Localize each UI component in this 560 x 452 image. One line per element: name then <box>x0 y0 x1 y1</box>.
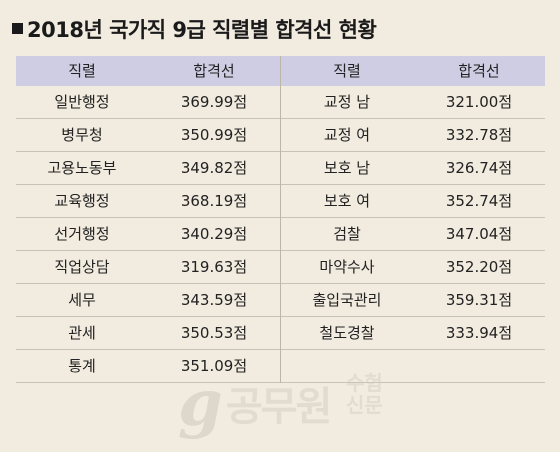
table-row: 세무 343.59점 <box>16 284 280 317</box>
position-cell: 보호 남 <box>323 159 371 177</box>
table-row: 관세 350.53점 <box>16 317 280 350</box>
table-row: 보호 남 326.74점 <box>281 152 545 185</box>
position-cell: 관세 <box>68 324 96 342</box>
table-row: 병무청 350.99점 <box>16 119 280 152</box>
cutoff-cell: 343.59점 <box>180 291 248 309</box>
header-cutoff: 합격선 <box>193 62 235 80</box>
position-cell: 마약수사 <box>319 258 375 276</box>
cutoff-cell: 349.82점 <box>180 159 248 177</box>
position-cell: 고용노동부 <box>47 159 117 177</box>
table-row: 고용노동부 349.82점 <box>16 152 280 185</box>
position-cell: 일반행정 <box>54 93 110 111</box>
watermark-main-text: 공무원 <box>226 384 332 430</box>
position-cell: 세무 <box>68 291 96 309</box>
position-cell: 선거행정 <box>54 225 110 243</box>
cutoff-cell: 319.63점 <box>180 258 248 276</box>
table-row: 일반행정 369.99점 <box>16 86 280 119</box>
cutoff-cell: 326.74점 <box>445 159 513 177</box>
table-row: 직업상담 319.63점 <box>16 251 280 284</box>
table-row: 검찰 347.04점 <box>281 218 545 251</box>
watermark-side-bottom: 신문 <box>346 393 383 417</box>
title-text: 2018년 국가직 9급 직렬별 합격선 현황 <box>27 18 377 42</box>
square-bullet-icon <box>12 23 23 34</box>
cutoff-cell: 369.99점 <box>180 93 248 111</box>
table-row: 출입국관리 359.31점 <box>281 284 545 317</box>
left-table-header: 직렬 합격선 <box>16 56 280 86</box>
table-row: 교정 여 332.78점 <box>281 119 545 152</box>
watermark-side-top: 수험 <box>346 371 383 395</box>
header-position: 직렬 <box>333 62 361 80</box>
header-cutoff: 합격선 <box>458 62 500 80</box>
table-row: 교육행정 368.19점 <box>16 185 280 218</box>
table-row: 선거행정 340.29점 <box>16 218 280 251</box>
cutoff-cell: 333.94점 <box>445 324 513 342</box>
position-cell: 교정 여 <box>323 126 371 144</box>
position-cell: 직업상담 <box>54 258 110 276</box>
cutoff-cell <box>413 350 545 382</box>
right-table-header: 직렬 합격선 <box>281 56 545 86</box>
position-cell: 교육행정 <box>54 192 110 210</box>
table-row: 철도경찰 333.94점 <box>281 317 545 350</box>
cutoff-cell: 359.31점 <box>445 291 513 309</box>
publisher-watermark-logo: g 공무원 수험 신문 <box>178 366 398 441</box>
cutoff-cell: 332.78점 <box>445 126 513 144</box>
empty-table-row <box>281 350 545 383</box>
cutoff-cell: 321.00점 <box>445 93 513 111</box>
position-cell: 검찰 <box>333 225 361 243</box>
position-cell: 출입국관리 <box>312 291 382 309</box>
position-cell: 교정 남 <box>323 93 371 111</box>
table-row: 교정 남 321.00점 <box>281 86 545 119</box>
cutoff-cell: 352.20점 <box>445 258 513 276</box>
cutoff-cell: 350.53점 <box>180 324 248 342</box>
page-title: 2018년 국가직 9급 직렬별 합격선 현황 <box>12 14 377 44</box>
watermark-g-icon: g <box>178 366 223 441</box>
cutoff-cell: 368.19점 <box>180 192 248 210</box>
cutoff-cell: 347.04점 <box>445 225 513 243</box>
table-row: 통계 351.09점 <box>16 350 280 383</box>
table-row: 보호 여 352.74점 <box>281 185 545 218</box>
cutoff-cell: 352.74점 <box>445 192 513 210</box>
cutoff-cell: 351.09점 <box>180 357 248 375</box>
cutoff-cell: 340.29점 <box>180 225 248 243</box>
header-position: 직렬 <box>68 62 96 80</box>
position-cell: 철도경찰 <box>319 324 375 342</box>
position-cell: 통계 <box>68 357 96 375</box>
position-cell: 보호 여 <box>323 192 371 210</box>
cutoff-cell: 350.99점 <box>180 126 248 144</box>
position-cell: 병무청 <box>61 126 103 144</box>
table-row: 마약수사 352.20점 <box>281 251 545 284</box>
watermark-side-text: 수험 신문 <box>346 372 383 416</box>
